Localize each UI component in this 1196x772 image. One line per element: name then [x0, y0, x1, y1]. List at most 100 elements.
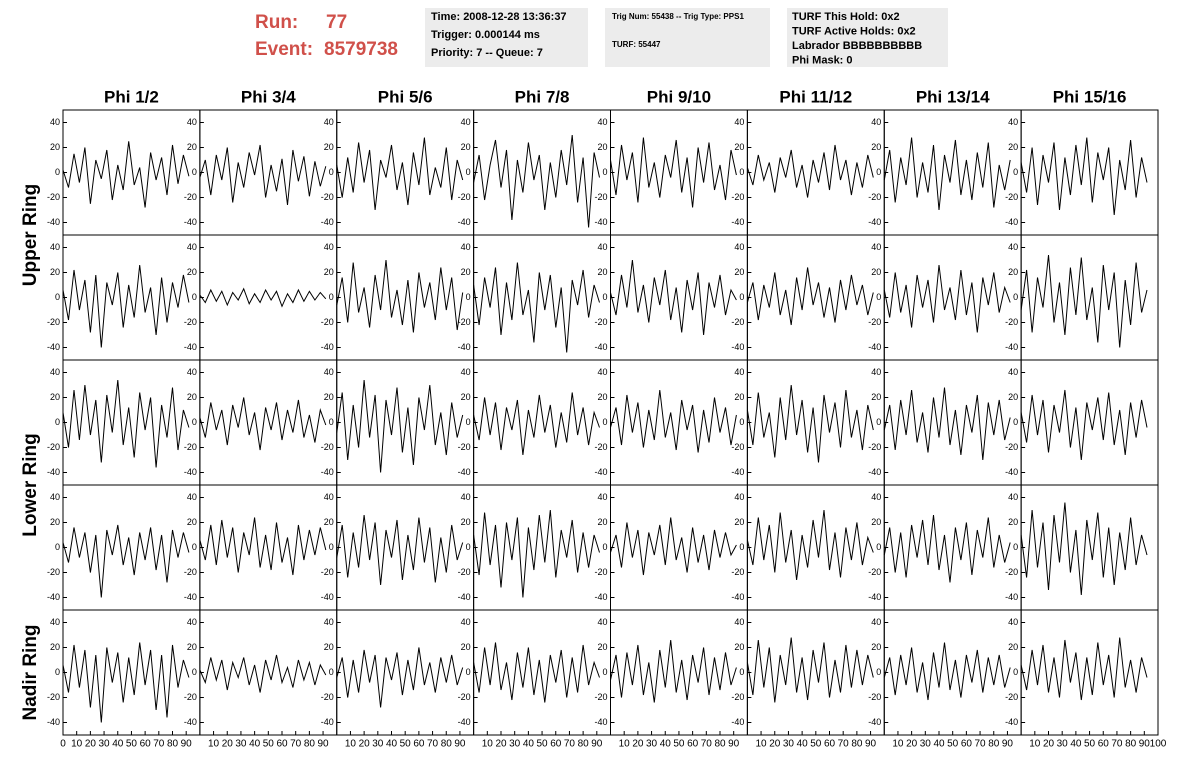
y-tick-label: 0	[876, 292, 881, 302]
y-tick-label: 0	[55, 167, 60, 177]
y-tick-label: -40	[868, 717, 881, 727]
y-tick-label: -20	[594, 192, 607, 202]
y-tick-label: 20	[734, 642, 744, 652]
y-tick-label: 0	[739, 292, 744, 302]
panel-frame	[336, 609, 475, 736]
x-tick-label: 20	[85, 739, 97, 750]
y-tick-label: 0	[329, 167, 334, 177]
x-tick-label: 70	[838, 739, 850, 750]
y-tick-label: 40	[871, 367, 881, 377]
y-tick-label: -40	[321, 467, 334, 477]
y-tick-label: -20	[321, 692, 334, 702]
y-tick-label: -40	[458, 217, 471, 227]
y-tick-label: -20	[1005, 192, 1018, 202]
x-tick-label: 70	[975, 739, 987, 750]
y-tick-label: -20	[321, 317, 334, 327]
y-tick-label: 40	[734, 492, 744, 502]
y-tick-label: -40	[47, 592, 60, 602]
y-tick-label: 0	[466, 667, 471, 677]
x-tick-label: 80	[441, 739, 453, 750]
y-tick-label: 0	[876, 667, 881, 677]
column-title: Phi 11/12	[779, 87, 852, 106]
waveform	[199, 397, 327, 451]
y-tick-label: 40	[187, 242, 197, 252]
y-tick-label: -20	[47, 567, 60, 577]
y-tick-label: -40	[731, 217, 744, 227]
y-tick-label: -40	[184, 342, 197, 352]
y-tick-label: 20	[50, 267, 60, 277]
waveform	[473, 262, 600, 353]
x-tick-label: 10	[892, 739, 904, 750]
y-tick-label: 40	[1008, 117, 1018, 127]
x-tick-label: 40	[386, 739, 398, 750]
y-tick-label: 40	[1008, 367, 1018, 377]
y-tick-label: 40	[871, 617, 881, 627]
y-tick-label: 40	[187, 367, 197, 377]
panel-frame	[746, 359, 885, 486]
waveform	[610, 517, 737, 576]
y-tick-label: 20	[871, 642, 881, 652]
y-tick-label: 20	[734, 517, 744, 527]
x-tick-label: 60	[550, 739, 562, 750]
y-tick-label: 20	[1008, 517, 1018, 527]
panel-frame	[62, 484, 201, 611]
y-tick-label: 0	[192, 167, 197, 177]
y-tick-label: -40	[868, 592, 881, 602]
waveform	[746, 267, 874, 326]
x-tick-label: 80	[851, 739, 863, 750]
panel-frame	[62, 109, 201, 236]
y-tick-label: 40	[324, 117, 334, 127]
waveform	[336, 379, 464, 473]
y-tick-label: 0	[329, 417, 334, 427]
x-tick-label: 80	[1125, 739, 1137, 750]
y-tick-label: -20	[184, 692, 197, 702]
y-tick-label: 20	[187, 267, 197, 277]
y-tick-label: -40	[458, 342, 471, 352]
panel-frame	[336, 359, 475, 486]
column-title: Phi 1/2	[104, 87, 159, 106]
x-tick-label: 40	[249, 739, 261, 750]
y-tick-label: 20	[324, 642, 334, 652]
x-tick-label: 10	[345, 739, 357, 750]
y-tick-label: 0	[876, 167, 881, 177]
y-tick-label: 20	[597, 392, 607, 402]
x-tick-label: 90	[1002, 739, 1014, 750]
y-tick-label: -40	[47, 217, 60, 227]
waveform	[62, 524, 190, 598]
y-tick-label: 0	[602, 542, 607, 552]
x-tick-label: 90	[591, 739, 603, 750]
y-tick-label: -20	[868, 442, 881, 452]
panel-frame	[610, 234, 748, 361]
y-tick-label: -20	[731, 442, 744, 452]
y-tick-label: 20	[187, 142, 197, 152]
waveform	[473, 392, 600, 456]
y-tick-label: -20	[1005, 567, 1018, 577]
y-tick-label: -40	[1005, 217, 1018, 227]
panel-frame	[1020, 484, 1159, 611]
x-tick-label: 10	[208, 739, 220, 750]
y-tick-label: 0	[1013, 167, 1018, 177]
x-tick-label: 10	[1029, 739, 1041, 750]
y-tick-label: 0	[1013, 292, 1018, 302]
y-tick-label: -20	[594, 692, 607, 702]
y-tick-label: 20	[50, 392, 60, 402]
y-tick-label: 20	[1008, 267, 1018, 277]
y-tick-label: -40	[594, 592, 607, 602]
waveform	[62, 264, 190, 348]
y-tick-label: -20	[47, 692, 60, 702]
y-tick-label: -20	[1005, 442, 1018, 452]
x-tick-label: 90	[865, 739, 877, 750]
x-tick-label: 10	[482, 739, 494, 750]
x-tick-label: 40	[523, 739, 535, 750]
y-tick-label: 40	[1008, 617, 1018, 627]
y-tick-label: -20	[458, 692, 471, 702]
y-tick-label: 20	[50, 142, 60, 152]
ring-label: Nadir Ring	[20, 624, 41, 720]
y-tick-label: -20	[458, 192, 471, 202]
y-tick-label: -20	[594, 442, 607, 452]
y-tick-label: -20	[731, 192, 744, 202]
y-tick-label: -20	[868, 317, 881, 327]
y-tick-label: 20	[461, 142, 471, 152]
x-tick-label: 70	[153, 739, 165, 750]
